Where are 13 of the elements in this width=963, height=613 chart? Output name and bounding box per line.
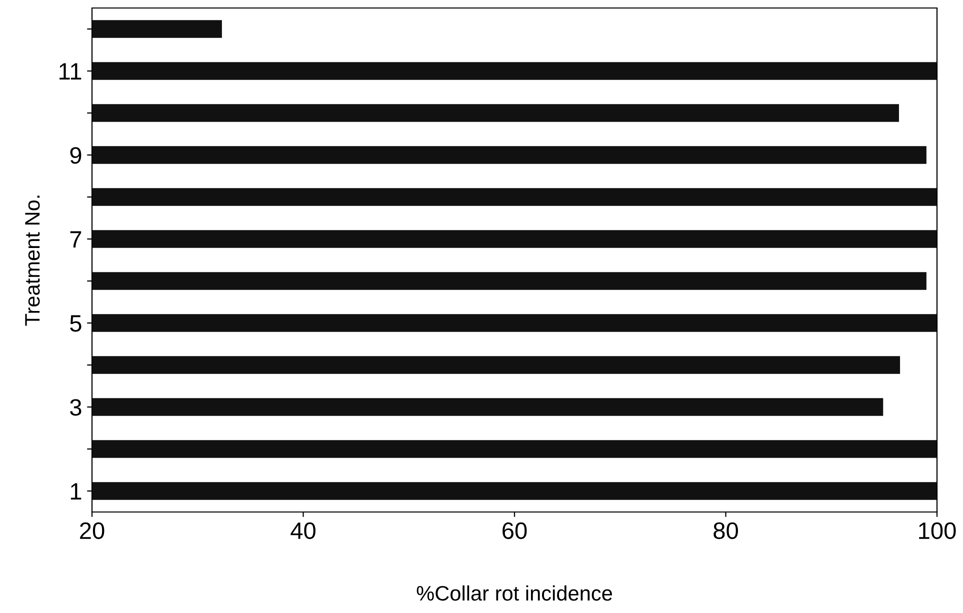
x-axis-title: %Collar rot incidence bbox=[416, 585, 612, 601]
x-tick-label: 20 bbox=[80, 522, 104, 540]
x-tick-label: 40 bbox=[290, 522, 316, 540]
y-tick-label: 1 bbox=[70, 483, 82, 500]
y-tick-label: 11 bbox=[60, 63, 82, 80]
y-tick-label: 9 bbox=[70, 147, 82, 164]
x-tick-label: 100 bbox=[919, 522, 956, 540]
x-tick-label: 60 bbox=[502, 522, 527, 540]
y-axis-title: Treatment No. bbox=[25, 196, 40, 326]
y-tick-label: 5 bbox=[70, 315, 82, 332]
y-tick-label: 7 bbox=[70, 231, 82, 248]
x-tick-label: 80 bbox=[714, 522, 738, 540]
y-tick-label: 3 bbox=[70, 399, 82, 416]
